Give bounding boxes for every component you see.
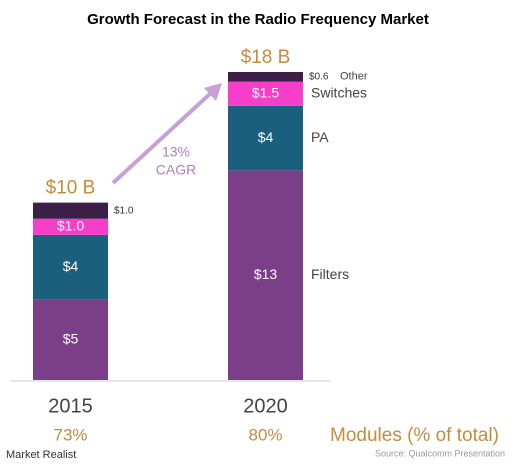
- value-label: $13: [254, 266, 278, 282]
- bar-segment: [228, 105, 303, 171]
- legend-label: PA: [311, 129, 329, 145]
- value-label: $4: [63, 258, 79, 274]
- cagr-arrow: [111, 90, 214, 185]
- cagr-arrow-head: [204, 83, 222, 101]
- value-label: $5: [63, 330, 79, 346]
- annotation: CAGR: [156, 162, 196, 178]
- annotation: 13%: [162, 144, 190, 160]
- total-label: $10 B: [46, 178, 96, 199]
- value-label: $1.5: [252, 84, 279, 100]
- legend-label: Other: [340, 71, 368, 83]
- bar-segment: [33, 202, 108, 219]
- source: Source: Qualcomm Presentation: [375, 448, 505, 458]
- modules-label: Modules (% of total): [330, 425, 499, 446]
- bar-segment: [33, 218, 108, 235]
- legend-label: Filters: [311, 266, 349, 282]
- modules-value: 80%: [248, 425, 282, 444]
- value-label: $4: [258, 129, 274, 145]
- logo: Market Realist: [6, 449, 76, 461]
- x-tick-label: 2015: [48, 395, 93, 417]
- value-label: $0.6: [309, 71, 329, 82]
- value-label: $1.0: [57, 218, 84, 234]
- bar-segment: [33, 299, 108, 380]
- bar-segment: [33, 234, 108, 300]
- total-label: $18 B: [241, 47, 291, 68]
- legend-label: Switches: [311, 84, 367, 100]
- chart-title: Growth Forecast in the Radio Frequency M…: [87, 11, 429, 28]
- bar-segment: [228, 170, 303, 380]
- bar-segment: [228, 72, 303, 82]
- bar-segment: [228, 81, 303, 106]
- value-label: $1.0: [114, 205, 134, 216]
- modules-value: 73%: [53, 425, 87, 444]
- x-tick-label: 2020: [243, 395, 288, 417]
